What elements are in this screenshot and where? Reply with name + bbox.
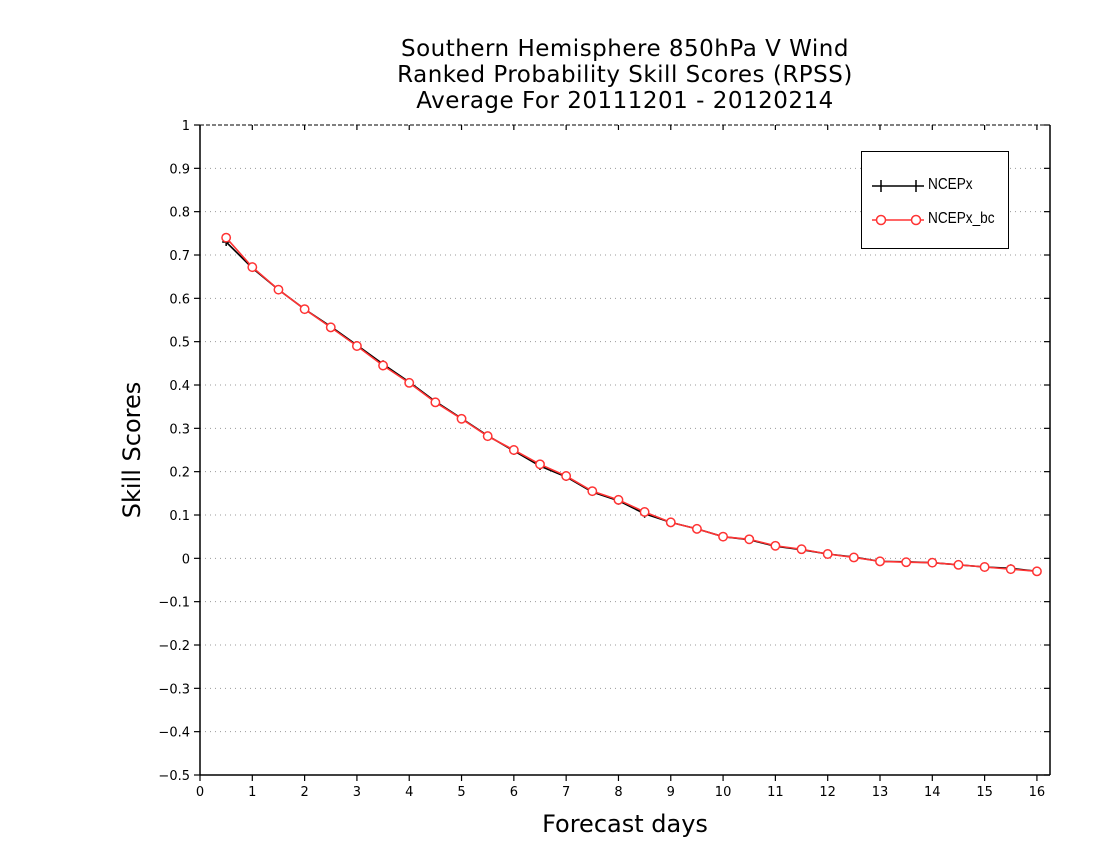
- x-tick-label: 9: [667, 785, 675, 800]
- legend: NCEPx NCEPx_bc: [861, 151, 1009, 249]
- y-tick-label: −0.5: [158, 769, 190, 784]
- y-tick-label: 1: [182, 119, 190, 134]
- legend-symbol-circle-icon: [872, 214, 924, 226]
- x-tick-label: 8: [614, 785, 622, 800]
- chart-title-line-3: Average For 20111201 - 20120214: [416, 88, 834, 114]
- y-tick-label: 0.6: [169, 292, 190, 307]
- data-point-ncepx-bc: [691, 523, 702, 534]
- data-point-ncepx-bc: [508, 445, 519, 455]
- data-point-ncepx-bc: [325, 322, 336, 333]
- x-tick-label: 1: [248, 785, 256, 800]
- data-point-ncepx-bc: [535, 459, 545, 470]
- legend-label-ncepx: NCEPx: [928, 176, 973, 193]
- data-point-ncepx-bc: [378, 360, 389, 371]
- data-point-ncepx-bc: [718, 531, 729, 542]
- legend-item-ncepx: NCEPx: [862, 174, 1010, 198]
- y-tick-label: −0.1: [158, 596, 190, 611]
- x-tick-label: 2: [300, 785, 308, 800]
- x-tick-label: 16: [1029, 785, 1046, 800]
- x-tick-label: 7: [562, 785, 570, 800]
- data-point-ncepx-bc: [744, 534, 755, 545]
- series-line-ncepx: [225, 241, 1038, 573]
- x-axis-label: Forecast days: [542, 810, 708, 838]
- y-axis-label: Skill Scores: [118, 381, 146, 519]
- data-point-ncepx-bc: [927, 557, 938, 568]
- y-tick-label: 0: [182, 552, 190, 567]
- data-point-ncepx-bc: [848, 552, 859, 563]
- data-point-ncepx-bc: [247, 262, 258, 273]
- data-point-ncepx-bc: [221, 232, 232, 243]
- y-tick-label: 0.5: [169, 336, 190, 351]
- data-point-ncepx-bc: [273, 284, 284, 295]
- data-point-ncepx-bc: [430, 397, 441, 408]
- x-tick-label: 10: [715, 785, 732, 800]
- x-tick-label: 3: [353, 785, 361, 800]
- y-tick-label: 0.7: [169, 249, 190, 264]
- y-tick-label: 0.4: [169, 379, 190, 394]
- legend-label-ncepx-bc: NCEPx_bc: [928, 210, 995, 227]
- x-tick-label: 11: [767, 785, 784, 800]
- x-tick-label: 6: [510, 785, 518, 800]
- data-point-ncepx-bc: [482, 431, 493, 442]
- y-tick-label: −0.2: [158, 639, 190, 654]
- data-point-ncepx-bc: [953, 559, 964, 570]
- data-point-ncepx-bc: [796, 544, 807, 555]
- data-point-ncepx-bc: [979, 562, 990, 572]
- data-point-ncepx-bc: [875, 556, 885, 567]
- y-tick-label: −0.3: [158, 682, 190, 697]
- y-tick-label: 0.3: [169, 422, 190, 437]
- y-tick-label: −0.4: [158, 726, 190, 741]
- data-point-ncepx-bc: [1031, 566, 1042, 577]
- x-tick-label: 4: [405, 785, 413, 800]
- data-point-ncepx-bc: [1005, 564, 1016, 575]
- data-point-ncepx-bc: [639, 507, 650, 517]
- x-tick-label: 0: [196, 785, 204, 800]
- data-point-ncepx-bc: [299, 304, 310, 315]
- series-line-ncepx-bc: [225, 237, 1037, 573]
- legend-item-ncepx-bc: NCEPx_bc: [862, 208, 1010, 232]
- x-tick-label: 13: [872, 785, 889, 800]
- x-tick-label: 5: [457, 785, 465, 800]
- x-tick-label: 15: [976, 785, 993, 800]
- data-point-ncepx-bc: [404, 377, 415, 388]
- chart-title-line-1: Southern Hemisphere 850hPa V Wind: [401, 36, 849, 62]
- data-point-ncepx-bc: [770, 540, 781, 551]
- data-point-ncepx-bc: [822, 549, 833, 559]
- data-point-ncepx-bc: [587, 486, 598, 497]
- legend-symbol-plus-icon: [872, 180, 924, 192]
- x-tick-label: 14: [924, 785, 941, 800]
- y-tick-label: 0.1: [169, 509, 190, 524]
- x-tick-label: 12: [819, 785, 836, 800]
- data-point-ncepx-bc: [901, 557, 912, 568]
- data-point-ncepx-bc: [613, 494, 624, 505]
- data-point-ncepx-bc: [456, 413, 467, 424]
- y-tick-label: 0.8: [169, 206, 190, 221]
- data-point-ncepx-bc: [561, 471, 572, 481]
- chart-title-line-2: Ranked Probability Skill Scores (RPSS): [397, 62, 853, 88]
- data-point-ncepx-bc: [665, 517, 676, 528]
- y-tick-label: 0.9: [169, 162, 190, 177]
- data-point-ncepx-bc: [351, 341, 362, 351]
- y-tick-label: 0.2: [169, 466, 190, 481]
